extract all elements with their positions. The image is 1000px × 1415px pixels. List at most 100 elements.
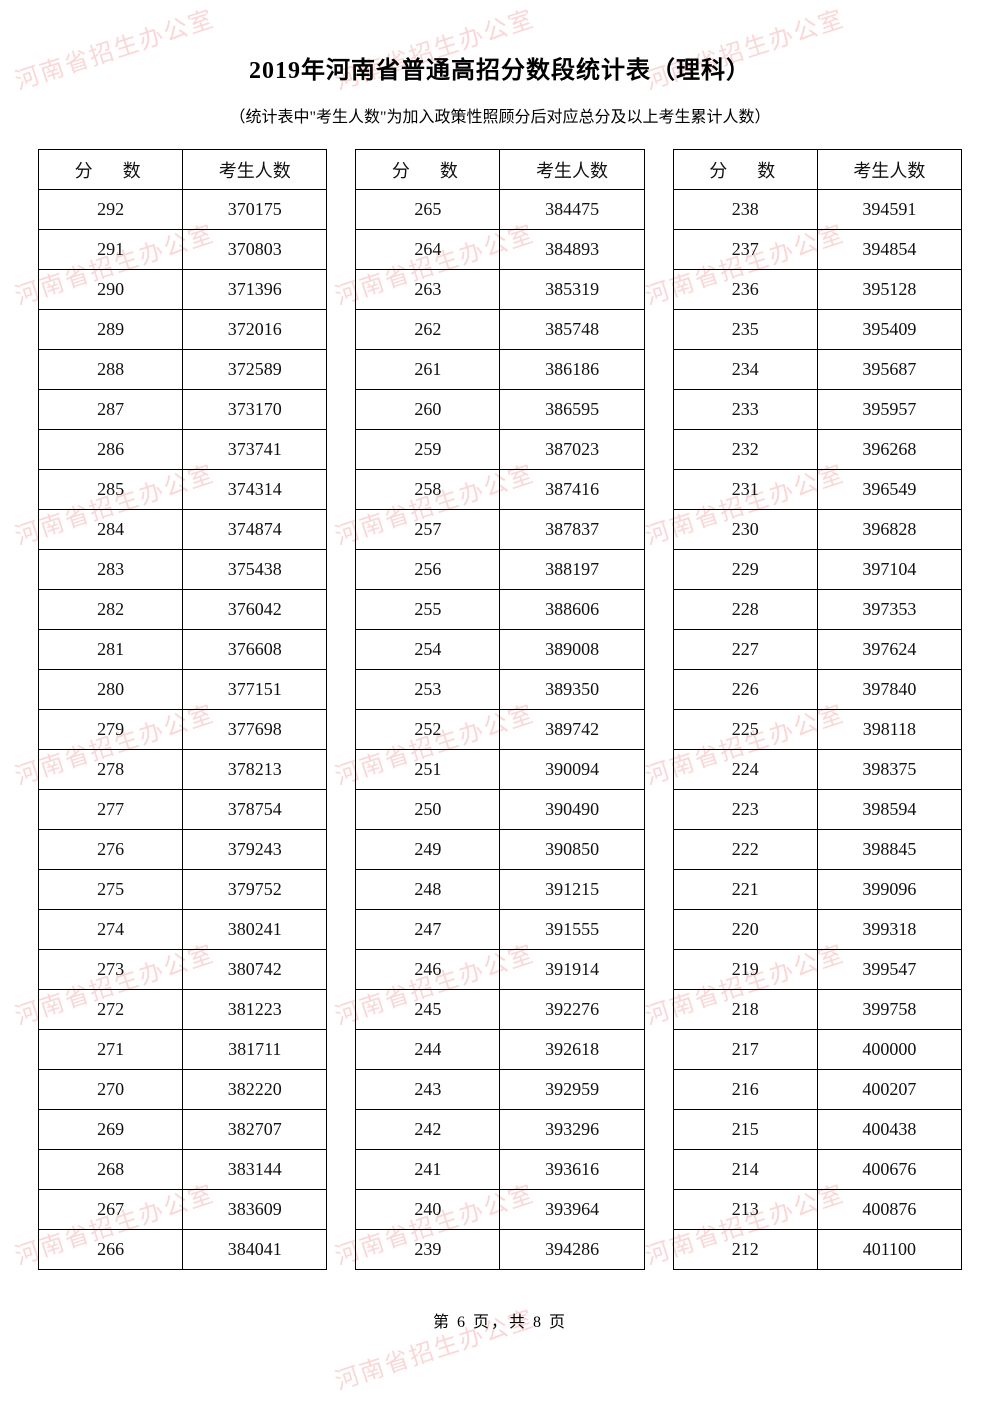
cell-count: 395957 — [817, 390, 961, 430]
table-row: 230396828 — [673, 510, 961, 550]
col-header-score: 分 数 — [39, 150, 183, 190]
cell-count: 400000 — [817, 1030, 961, 1070]
table-row: 221399096 — [673, 870, 961, 910]
cell-count: 378754 — [183, 790, 327, 830]
cell-count: 387023 — [500, 430, 644, 470]
table-row: 292370175 — [39, 190, 327, 230]
cell-score: 238 — [673, 190, 817, 230]
cell-count: 374314 — [183, 470, 327, 510]
cell-score: 288 — [39, 350, 183, 390]
cell-score: 240 — [356, 1190, 500, 1230]
table-row: 263385319 — [356, 270, 644, 310]
cell-score: 282 — [39, 590, 183, 630]
cell-score: 263 — [356, 270, 500, 310]
cell-count: 395687 — [817, 350, 961, 390]
cell-count: 398845 — [817, 830, 961, 870]
cell-count: 392618 — [500, 1030, 644, 1070]
cell-count: 377151 — [183, 670, 327, 710]
col-header-score: 分 数 — [673, 150, 817, 190]
table-row: 262385748 — [356, 310, 644, 350]
cell-score: 267 — [39, 1190, 183, 1230]
cell-count: 395128 — [817, 270, 961, 310]
cell-count: 385319 — [500, 270, 644, 310]
table-row: 250390490 — [356, 790, 644, 830]
table-row: 264384893 — [356, 230, 644, 270]
table-row: 240393964 — [356, 1190, 644, 1230]
cell-count: 399758 — [817, 990, 961, 1030]
cell-score: 271 — [39, 1030, 183, 1070]
cell-score: 252 — [356, 710, 500, 750]
table-row: 273380742 — [39, 950, 327, 990]
table-row: 241393616 — [356, 1150, 644, 1190]
table-row: 281376608 — [39, 630, 327, 670]
cell-count: 391215 — [500, 870, 644, 910]
cell-count: 383144 — [183, 1150, 327, 1190]
col-header-score: 分 数 — [356, 150, 500, 190]
cell-score: 262 — [356, 310, 500, 350]
cell-count: 394591 — [817, 190, 961, 230]
cell-score: 253 — [356, 670, 500, 710]
table-row: 224398375 — [673, 750, 961, 790]
cell-score: 274 — [39, 910, 183, 950]
cell-count: 390850 — [500, 830, 644, 870]
cell-score: 290 — [39, 270, 183, 310]
table-row: 229397104 — [673, 550, 961, 590]
score-table-2: 分 数考生人数265384475264384893263385319262385… — [355, 149, 644, 1270]
cell-count: 400676 — [817, 1150, 961, 1190]
cell-count: 386186 — [500, 350, 644, 390]
cell-score: 223 — [673, 790, 817, 830]
cell-score: 230 — [673, 510, 817, 550]
page-subtitle: （统计表中"考生人数"为加入政策性照顾分后对应总分及以上考生累计人数） — [30, 103, 970, 127]
table-row: 254389008 — [356, 630, 644, 670]
cell-score: 243 — [356, 1070, 500, 1110]
cell-count: 398375 — [817, 750, 961, 790]
cell-score: 242 — [356, 1110, 500, 1150]
table-row: 225398118 — [673, 710, 961, 750]
cell-count: 397353 — [817, 590, 961, 630]
table-row: 237394854 — [673, 230, 961, 270]
cell-count: 393964 — [500, 1190, 644, 1230]
table-row: 269382707 — [39, 1110, 327, 1150]
table-row: 238394591 — [673, 190, 961, 230]
cell-count: 392959 — [500, 1070, 644, 1110]
table-row: 236395128 — [673, 270, 961, 310]
table-row: 280377151 — [39, 670, 327, 710]
cell-score: 247 — [356, 910, 500, 950]
table-row: 285374314 — [39, 470, 327, 510]
cell-count: 375438 — [183, 550, 327, 590]
cell-count: 379243 — [183, 830, 327, 870]
cell-count: 395409 — [817, 310, 961, 350]
cell-count: 397840 — [817, 670, 961, 710]
cell-count: 389008 — [500, 630, 644, 670]
cell-score: 258 — [356, 470, 500, 510]
table-row: 214400676 — [673, 1150, 961, 1190]
cell-count: 386595 — [500, 390, 644, 430]
cell-count: 394286 — [500, 1230, 644, 1270]
table-row: 231396549 — [673, 470, 961, 510]
cell-score: 256 — [356, 550, 500, 590]
table-row: 215400438 — [673, 1110, 961, 1150]
cell-score: 216 — [673, 1070, 817, 1110]
table-row: 222398845 — [673, 830, 961, 870]
cell-count: 391555 — [500, 910, 644, 950]
table-row: 252389742 — [356, 710, 644, 750]
table-row: 288372589 — [39, 350, 327, 390]
table-row: 227397624 — [673, 630, 961, 670]
cell-count: 385748 — [500, 310, 644, 350]
table-row: 278378213 — [39, 750, 327, 790]
table-row: 258387416 — [356, 470, 644, 510]
cell-count: 382220 — [183, 1070, 327, 1110]
cell-count: 397624 — [817, 630, 961, 670]
table-row: 275379752 — [39, 870, 327, 910]
col-header-count: 考生人数 — [500, 150, 644, 190]
table-row: 286373741 — [39, 430, 327, 470]
cell-count: 381711 — [183, 1030, 327, 1070]
cell-count: 400207 — [817, 1070, 961, 1110]
col-header-count: 考生人数 — [817, 150, 961, 190]
cell-score: 254 — [356, 630, 500, 670]
table-row: 218399758 — [673, 990, 961, 1030]
table-row: 239394286 — [356, 1230, 644, 1270]
cell-score: 226 — [673, 670, 817, 710]
cell-score: 283 — [39, 550, 183, 590]
cell-count: 383609 — [183, 1190, 327, 1230]
